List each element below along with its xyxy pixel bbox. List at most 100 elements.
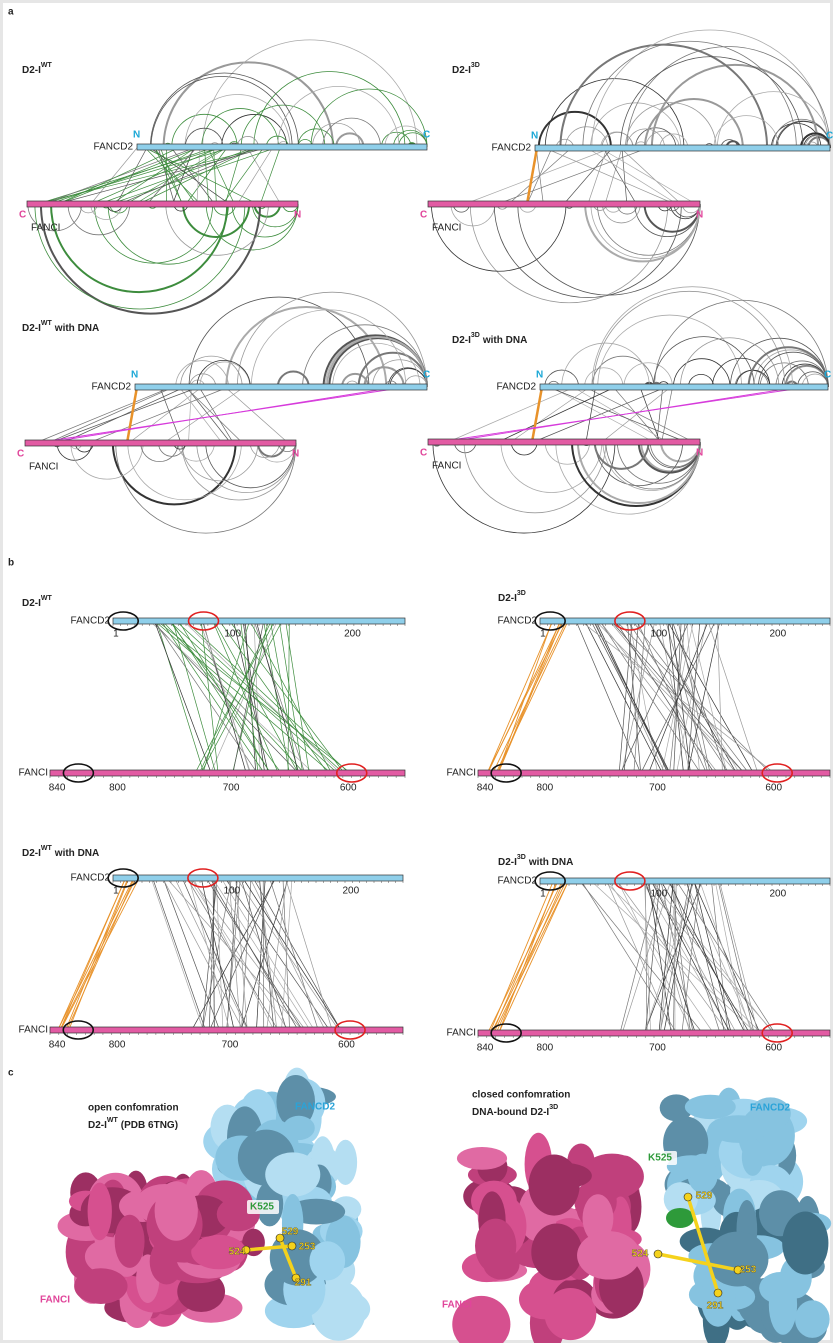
- residue-label: K525: [250, 1202, 274, 1213]
- title-superscript: WT: [41, 62, 53, 69]
- fancd2-tick-label: 200: [769, 629, 786, 640]
- fanci-label: FANCI: [432, 461, 461, 472]
- fancd2-tick-label: 100: [651, 889, 668, 900]
- title-text: D2-I: [498, 593, 517, 604]
- fanci-tick-label: 800: [537, 783, 554, 794]
- fancd2-tick-label: 100: [224, 886, 241, 897]
- fanci-tick-label: 600: [765, 1043, 782, 1054]
- fanci-label: FANCI: [432, 223, 461, 234]
- page: abcD2-IWTFANCD2FANCINCCND2-I3DFANCD2FANC…: [0, 0, 833, 1343]
- subpanel-title: D2-I3Dwith DNA: [452, 332, 527, 346]
- fanci-label: FANCI: [442, 1300, 472, 1311]
- surface-blob: [88, 1183, 112, 1241]
- n-terminus: N: [536, 370, 543, 381]
- surface-blob: [531, 1223, 582, 1280]
- fanci-bar: [478, 1030, 830, 1036]
- fanci-label: FANCI: [40, 1295, 70, 1306]
- surface-blob: [265, 1152, 320, 1197]
- fanci-tick-label: 600: [340, 783, 357, 794]
- c-terminus: C: [19, 210, 26, 221]
- fanci-bar: [428, 201, 700, 207]
- crosslink-atom: [684, 1193, 692, 1201]
- residue-label: 253: [299, 1242, 316, 1253]
- fancd2-label: FANCD2: [92, 382, 132, 393]
- surface-blob: [334, 1140, 357, 1185]
- n-terminus: N: [133, 130, 140, 141]
- crosslink-atom: [714, 1289, 722, 1297]
- fancd2-tick-label: 200: [769, 889, 786, 900]
- surface-blob: [283, 1116, 315, 1140]
- fanci-bar: [27, 201, 298, 207]
- fanci-bar: [478, 770, 830, 776]
- title-text: DNA-bound D2-I: [472, 1107, 549, 1118]
- residue-label: 291: [707, 1301, 724, 1312]
- surface-blob: [74, 1268, 127, 1304]
- title-superscript: WT: [41, 320, 53, 327]
- fancd2-bar: [540, 384, 828, 390]
- c-terminus: C: [420, 448, 427, 459]
- structure-title: D2-IWT(PDB 6TNG): [88, 1117, 178, 1131]
- title-superscript: WT: [107, 1117, 119, 1124]
- fanci-tick-label: 800: [537, 1043, 554, 1054]
- figure: abcD2-IWTFANCD2FANCINCCND2-I3DFANCD2FANC…: [0, 0, 833, 1343]
- fanci-tick-label: 840: [49, 1040, 66, 1051]
- fancd2-label: FANCD2: [492, 143, 532, 154]
- surface-blob: [685, 1095, 736, 1119]
- structure-title: open confomration: [88, 1103, 179, 1114]
- n-terminus: N: [131, 370, 138, 381]
- surface-blob: [115, 1215, 145, 1268]
- surface-blob: [155, 1181, 198, 1240]
- c-terminus: C: [17, 449, 24, 460]
- structure-title: DNA-bound D2-I3D: [472, 1104, 558, 1118]
- residue-label: 253: [740, 1265, 757, 1276]
- n-terminus: N: [292, 449, 299, 460]
- residue-label: 524: [632, 1249, 649, 1260]
- fanci-tick-label: 800: [109, 1040, 126, 1051]
- title-suffix: with DNA: [54, 323, 99, 334]
- fancd2-bar: [540, 618, 830, 624]
- fanci-bar: [50, 770, 405, 776]
- fanci-tick-label: 700: [649, 1043, 666, 1054]
- fancd2-bar: [535, 145, 830, 151]
- c-terminus: C: [423, 370, 430, 381]
- fancd2-tick-label: 200: [342, 886, 359, 897]
- fanci-label: FANCI: [447, 1028, 476, 1039]
- n-terminus: N: [294, 210, 301, 221]
- fancd2-label: FANCD2: [94, 142, 134, 153]
- panel-label: a: [8, 7, 14, 18]
- surface-blob: [795, 1300, 830, 1338]
- surface-blob: [782, 1212, 828, 1275]
- c-terminus: C: [824, 370, 831, 381]
- fanci-tick-label: 600: [765, 783, 782, 794]
- fanci-bar: [50, 1027, 403, 1033]
- fanci-label: FANCI: [447, 768, 476, 779]
- fancd2-bar: [540, 878, 830, 884]
- surface-blob: [769, 1275, 797, 1335]
- fancd2-label: FANCD2: [498, 616, 538, 627]
- subpanel-title: D2-I3Dwith DNA: [498, 854, 573, 868]
- fanci-label: FANCI: [31, 223, 60, 234]
- c-terminus: C: [423, 130, 430, 141]
- n-terminus: N: [531, 131, 538, 142]
- surface-blob: [742, 1138, 764, 1176]
- fanci-tick-label: 840: [477, 783, 494, 794]
- residue-label: 529: [696, 1191, 713, 1202]
- title-suffix: with DNA: [482, 335, 527, 346]
- fancd2-bar: [137, 144, 427, 150]
- c-terminus: C: [826, 131, 833, 142]
- fancd2-label: FANCD2: [71, 873, 111, 884]
- surface-blob: [707, 1232, 769, 1287]
- fancd2-tick-label: 100: [224, 629, 241, 640]
- fancd2-tick-label: 200: [344, 629, 361, 640]
- title-superscript: 3D: [517, 854, 526, 861]
- fanci-label: FANCI: [19, 768, 48, 779]
- structure-title: closed confomration: [472, 1090, 570, 1101]
- surface-blob: [555, 1292, 580, 1330]
- fanci-tick-label: 700: [223, 783, 240, 794]
- fancd2-label: FANCD2: [71, 616, 111, 627]
- title-text: D2-I: [452, 65, 471, 76]
- crosslink-atom: [288, 1242, 296, 1250]
- crosslink-atom: [654, 1250, 662, 1258]
- fancd2-tick-label: 100: [651, 629, 668, 640]
